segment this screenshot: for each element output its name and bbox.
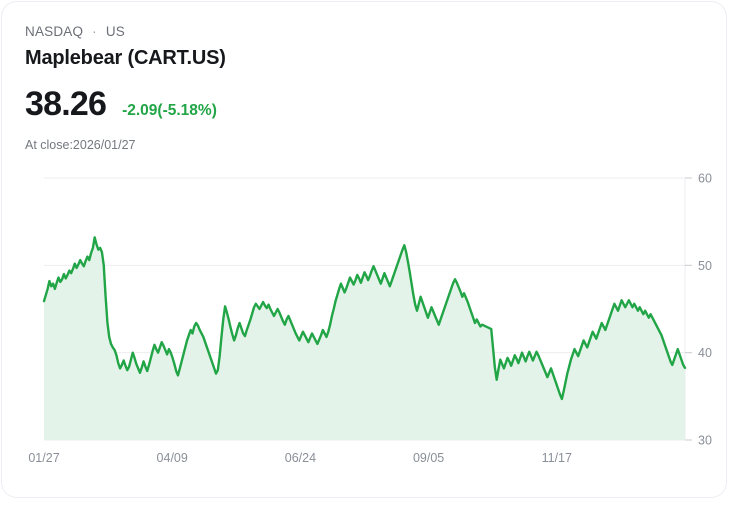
y-axis-tick-label: 30	[698, 434, 712, 448]
x-axis-tick-label: 11/17	[542, 451, 572, 465]
price-line	[42, 236, 687, 401]
x-axis-tick-label: 04/09	[157, 451, 188, 465]
x-axis-tick-label: 06/24	[285, 451, 316, 465]
chart-axis-ticks	[685, 177, 692, 441]
exchange-separator: ·	[92, 24, 97, 39]
x-axis-tick-label: 09/05	[413, 451, 444, 465]
page-title: Maplebear (CART.US)	[25, 47, 226, 69]
quote-card: NASDAQ · US Maplebear (CART.US) 38.26 -2…	[1, 1, 727, 498]
exchange-name: NASDAQ	[25, 24, 84, 39]
y-axis-tick-label: 40	[698, 346, 712, 360]
x-axis-labels: 01/27 04/09 06/24 09/05 11/17	[28, 451, 572, 465]
price-row: 38.26 -2.09(-5.18%)	[25, 85, 665, 123]
x-axis-tick-label: 01/27	[28, 451, 59, 465]
region-code: US	[105, 24, 125, 39]
price-area-fill	[44, 237, 685, 440]
price-chart[interactable]: 30 40 50 60 01/27 04/09 06/24 09/05 11/17	[2, 162, 728, 472]
y-axis-tick-label: 60	[698, 172, 712, 186]
quote-header: NASDAQ · US Maplebear (CART.US) 38.26 -2…	[25, 24, 665, 153]
current-price: 38.26	[25, 85, 107, 123]
price-change: -2.09(-5.18%)	[122, 102, 217, 119]
exchange-row: NASDAQ · US	[25, 24, 665, 40]
y-axis-tick-label: 50	[698, 259, 712, 273]
market-status-note: At close:2026/01/27	[25, 138, 136, 152]
price-chart-svg[interactable]: 30 40 50 60 01/27 04/09 06/24 09/05 11/17	[2, 162, 728, 472]
y-axis-labels: 30 40 50 60	[698, 172, 712, 448]
